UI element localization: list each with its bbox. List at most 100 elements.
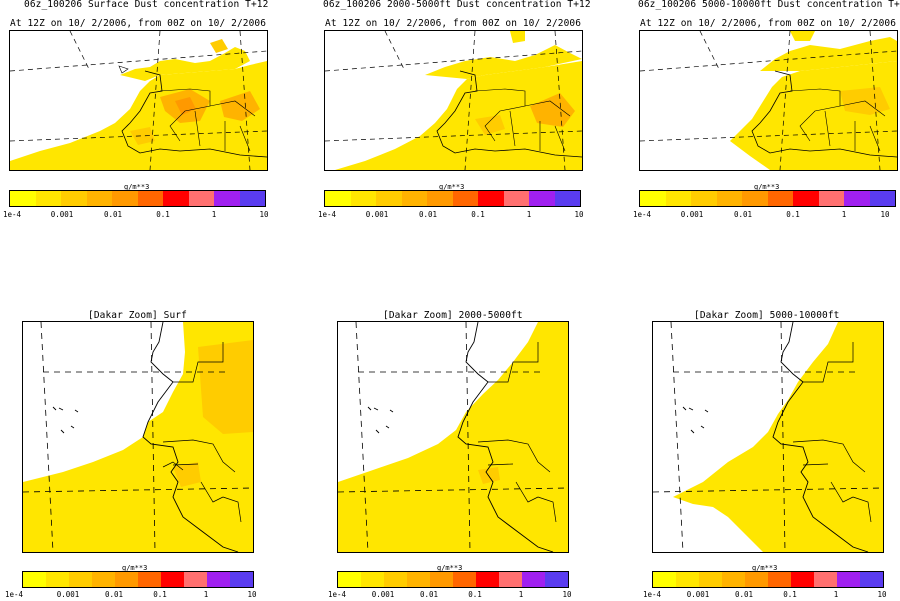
colorbar-swatch [384, 572, 407, 587]
colorbar [9, 190, 266, 207]
colorbar-tick: 1 [526, 210, 532, 219]
dust-map [324, 30, 583, 171]
colorbar-swatch [745, 572, 768, 587]
colorbar-swatch [239, 191, 265, 206]
colorbar-swatch [699, 572, 722, 587]
colorbar-swatch [793, 191, 819, 206]
colorbar-tick: 10 [562, 590, 572, 599]
colorbar-tick: 10 [877, 590, 887, 599]
panel-title: 06z_100206 Surface Dust concentration T+… [24, 0, 269, 10]
colorbar-tick: 0.001 [50, 210, 74, 219]
colorbar-swatch [230, 572, 253, 587]
colorbar-swatch [478, 191, 504, 206]
colorbar-tick: 10 [247, 590, 257, 599]
colorbar-swatch [453, 572, 476, 587]
colorbar-swatch [35, 191, 61, 206]
colorbar-swatch [350, 191, 376, 206]
panel-subtitle: At 12Z on 10/ 2/2006, from 00Z on 10/ 2/… [10, 18, 267, 29]
colorbar-swatch [691, 191, 717, 206]
colorbar-swatch [818, 191, 844, 206]
colorbar-tick: 0.001 [371, 590, 395, 599]
colorbar-swatch [676, 572, 699, 587]
colorbar-swatch [401, 191, 427, 206]
colorbar-tick: 10 [880, 210, 890, 219]
colorbar-tick: 0.01 [103, 210, 123, 219]
colorbar-swatch [92, 572, 115, 587]
colorbar-swatch [767, 191, 793, 206]
colorbar-swatch [742, 191, 768, 206]
colorbar-swatch [476, 572, 499, 587]
colorbar-tick: 1 [841, 210, 847, 219]
colorbar-swatch [640, 191, 666, 206]
colorbar-tick: 0.01 [418, 210, 438, 219]
colorbar-swatch [665, 191, 691, 206]
colorbar-unit: g/m**3 [752, 564, 778, 572]
top-panel-surface: 06z_100206 Surface Dust concentration T+… [0, 0, 300, 230]
colorbar-swatch [503, 191, 529, 206]
colorbar-tick: 1 [203, 590, 209, 599]
colorbar-swatch [844, 191, 870, 206]
colorbar-tick: 1 [518, 590, 524, 599]
colorbar-tick: 1e-4 [4, 590, 24, 599]
colorbar-tick: 0.1 [783, 590, 797, 599]
panel-subtitle: At 12Z on 10/ 2/2006, from 00Z on 10/ 2/… [325, 18, 582, 29]
colorbar-swatch [184, 572, 207, 587]
colorbar-swatch [716, 191, 742, 206]
colorbar-swatch [163, 191, 189, 206]
colorbar-swatch [722, 572, 745, 587]
colorbar-swatch [837, 572, 860, 587]
colorbar-tick: 1e-4 [642, 590, 662, 599]
colorbar-swatch [325, 191, 351, 206]
colorbar-swatch [376, 191, 402, 206]
colorbar-swatch [86, 191, 112, 206]
colorbar-swatch [361, 572, 384, 587]
panel-title: [Dakar Zoom] Surf [88, 310, 187, 321]
colorbar-swatch [529, 191, 555, 206]
colorbar-swatch [207, 572, 230, 587]
colorbar-swatch [115, 572, 138, 587]
colorbar-swatch [653, 572, 676, 587]
colorbar [337, 571, 569, 588]
colorbar-swatch [452, 191, 478, 206]
colorbar-swatch [10, 191, 36, 206]
dakar-zoom-map [652, 321, 884, 553]
panel-subtitle: At 12Z on 10/ 2/2006, from 00Z on 10/ 2/… [640, 18, 897, 29]
colorbar-tick: 0.001 [365, 210, 389, 219]
colorbar-swatch [499, 572, 522, 587]
colorbar [22, 571, 254, 588]
colorbar-swatch [69, 572, 92, 587]
colorbar-swatch [407, 572, 430, 587]
colorbar-swatch [112, 191, 138, 206]
colorbar-unit: g/m**3 [122, 564, 148, 572]
bottom-panel-surf: [Dakar Zoom] Surf g/m**3 1e-4 0.001 0.01… [0, 300, 300, 601]
colorbar-tick: 1 [833, 590, 839, 599]
bottom-panel-2000-5000ft: [Dakar Zoom] 2000-5000ft g/m**3 1e-4 0.0… [315, 300, 615, 601]
colorbar-unit: g/m**3 [754, 183, 780, 191]
colorbar-tick: 0.01 [104, 590, 124, 599]
colorbar-unit: g/m**3 [124, 183, 150, 191]
colorbar [639, 190, 896, 207]
colorbar-swatch [814, 572, 837, 587]
panel-title: [Dakar Zoom] 5000-10000ft [694, 310, 840, 321]
colorbar-swatch [46, 572, 69, 587]
colorbar-swatch [338, 572, 361, 587]
dust-map [9, 30, 268, 171]
colorbar-unit: g/m**3 [439, 183, 465, 191]
colorbar-swatch [869, 191, 895, 206]
colorbar-tick: 1 [211, 210, 217, 219]
colorbar-swatch [430, 572, 453, 587]
dakar-zoom-map [22, 321, 254, 553]
bottom-panel-5000-10000ft: [Dakar Zoom] 5000-10000ft g/m**3 1e-4 0.… [630, 300, 900, 601]
colorbar-unit: g/m**3 [437, 564, 463, 572]
dust-map [639, 30, 898, 171]
colorbar-tick: 10 [574, 210, 584, 219]
colorbar-swatch [214, 191, 240, 206]
colorbar-swatch [791, 572, 814, 587]
top-panel-2000-5000ft: 06z_100206 2000-5000ft Dust concentratio… [315, 0, 615, 230]
colorbar-tick: 1e-4 [2, 210, 22, 219]
colorbar [652, 571, 884, 588]
colorbar-swatch [545, 572, 568, 587]
colorbar-swatch [23, 572, 46, 587]
colorbar-tick: 0.1 [786, 210, 800, 219]
colorbar-swatch [427, 191, 453, 206]
